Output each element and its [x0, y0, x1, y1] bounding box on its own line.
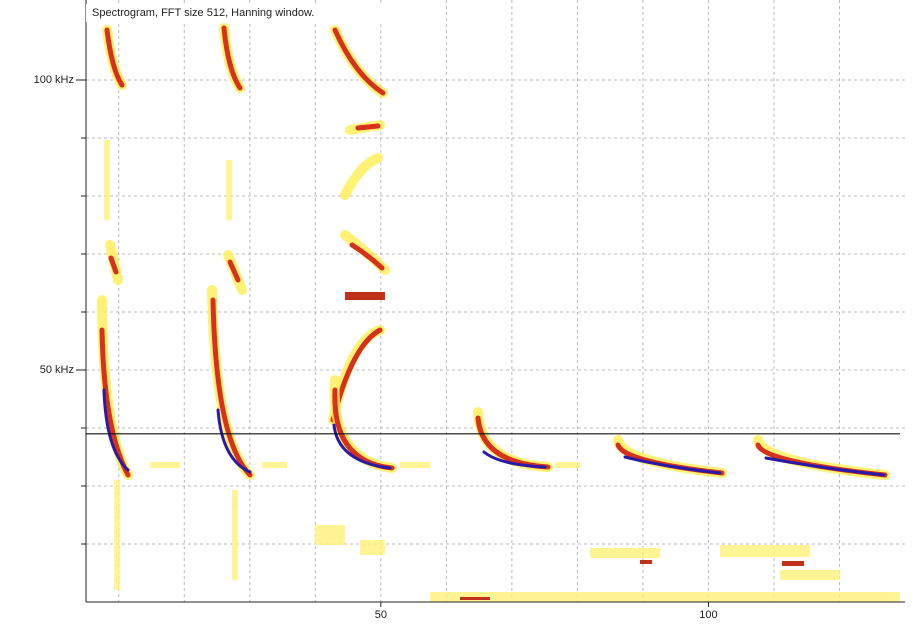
x-tick-label: 100: [699, 609, 717, 621]
y-tick-label: 100 kHz: [34, 74, 74, 86]
chart-title: Spectrogram, FFT size 512, Hanning windo…: [92, 7, 314, 19]
title-box: [86, 4, 426, 22]
y-tick-label: 50 kHz: [40, 364, 74, 376]
spectrogram-image: [97, 23, 900, 602]
grid: [86, 0, 905, 602]
x-tick-label: 50: [375, 609, 387, 621]
call-segment: [345, 292, 385, 300]
